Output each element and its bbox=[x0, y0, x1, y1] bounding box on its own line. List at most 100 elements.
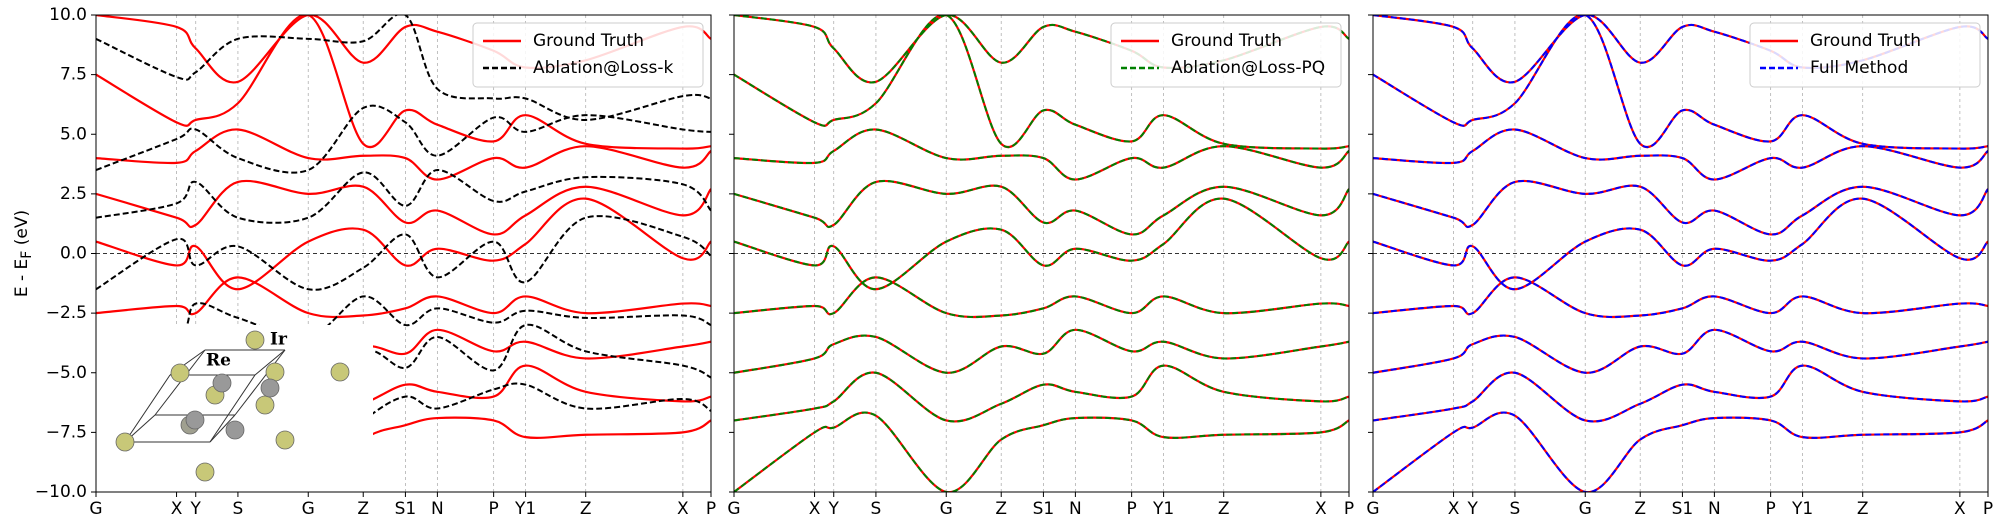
legend-label: Ablation@Loss-k bbox=[533, 58, 674, 78]
x-tick-label: S1 bbox=[395, 499, 417, 519]
x-tick-label: N bbox=[431, 499, 444, 519]
band-line bbox=[734, 411, 1349, 492]
atom bbox=[255, 395, 275, 415]
legend-label: Ablation@Loss-PQ bbox=[1171, 58, 1325, 78]
x-tick-label: G bbox=[1579, 499, 1592, 519]
x-tick-label: Y1 bbox=[1791, 499, 1813, 519]
legend-box bbox=[1110, 22, 1342, 88]
band-line bbox=[96, 295, 711, 341]
atom-label: Ir bbox=[270, 330, 288, 350]
plot-frame bbox=[733, 14, 1350, 493]
structure-inset: Re Ir bbox=[96, 325, 373, 492]
band-line bbox=[96, 197, 711, 291]
legend-label: Full Method bbox=[1810, 58, 1908, 78]
band-line bbox=[1373, 364, 1988, 423]
band-line bbox=[1373, 411, 1988, 492]
x-tick-label: Y1 bbox=[514, 499, 536, 519]
x-tick-label: X bbox=[1315, 499, 1327, 519]
cell-edge bbox=[209, 414, 236, 443]
x-tick-label: S bbox=[233, 499, 244, 519]
x-tick-label: G bbox=[1366, 499, 1379, 519]
band-line bbox=[1373, 328, 1988, 374]
band-line bbox=[734, 15, 1349, 150]
band-line bbox=[96, 15, 711, 150]
x-tick-label: X bbox=[171, 499, 183, 519]
y-tick-label: 10.0 bbox=[49, 5, 87, 25]
band-line bbox=[734, 197, 1349, 291]
y-axis-label-sub: F bbox=[19, 251, 35, 259]
y-tick-label: −10.0 bbox=[35, 482, 87, 502]
band-line bbox=[734, 411, 1349, 492]
band-line bbox=[96, 215, 711, 291]
x-tick-label: X bbox=[809, 499, 821, 519]
y-tick-label: 0.0 bbox=[60, 244, 87, 264]
x-tick-label: X bbox=[1448, 499, 1460, 519]
panel: G X Y S G Z S1 N P Y1 Z X P−10.0−7.5−5.0−2.50.02.55.… bbox=[12, 5, 716, 519]
band-line bbox=[96, 104, 711, 174]
band-line bbox=[734, 364, 1349, 423]
x-tick-label: P bbox=[1344, 499, 1354, 519]
bands bbox=[734, 15, 1349, 492]
x-tick-label: P bbox=[1127, 499, 1137, 519]
band-line bbox=[1373, 276, 1988, 319]
x-tick-label: S1 bbox=[1033, 499, 1055, 519]
x-tick-label: G bbox=[727, 499, 740, 519]
band-line bbox=[96, 128, 711, 181]
atom bbox=[195, 462, 215, 482]
band-line bbox=[1373, 15, 1988, 150]
y-tick-label: −7.5 bbox=[46, 422, 87, 442]
legend-box bbox=[472, 22, 704, 88]
band-line bbox=[96, 179, 711, 236]
atom-label: Re bbox=[206, 351, 231, 371]
cell-edge bbox=[124, 374, 171, 443]
band-line bbox=[734, 128, 1349, 181]
x-tick-label: Z bbox=[995, 499, 1007, 519]
atom bbox=[185, 410, 205, 430]
band-line bbox=[1373, 197, 1988, 291]
atom bbox=[245, 330, 265, 350]
y-tick-label: −5.0 bbox=[46, 363, 87, 383]
legend-box bbox=[1749, 22, 1981, 88]
cell-edge bbox=[209, 374, 256, 443]
atom bbox=[225, 420, 245, 440]
cell-edge bbox=[154, 349, 206, 416]
band-line bbox=[1373, 128, 1988, 181]
y-tick-label: 5.0 bbox=[60, 124, 87, 144]
cell-edge bbox=[234, 349, 286, 416]
legend: Ground Truth Ablation@Loss-k bbox=[472, 22, 704, 88]
band-line bbox=[734, 364, 1349, 423]
x-tick-label: P bbox=[489, 499, 499, 519]
x-tick-label: X bbox=[1954, 499, 1966, 519]
x-tick-label: Z bbox=[357, 499, 369, 519]
atom bbox=[170, 363, 190, 383]
x-tick-label: G bbox=[302, 499, 315, 519]
x-tick-label: G bbox=[89, 499, 102, 519]
x-tick-label: N bbox=[1708, 499, 1721, 519]
x-tick-label: Y bbox=[190, 499, 202, 519]
band-line bbox=[734, 276, 1349, 319]
band-line bbox=[1373, 411, 1988, 492]
atom bbox=[260, 378, 280, 398]
legend: Ground Truth Ablation@Loss-PQ bbox=[1110, 22, 1342, 88]
y-tick-label: 2.5 bbox=[60, 184, 87, 204]
band-line bbox=[734, 128, 1349, 181]
x-tick-label: P bbox=[706, 499, 716, 519]
inset-background bbox=[96, 325, 373, 492]
x-tick-label: P bbox=[1766, 499, 1776, 519]
x-tick-label: Z bbox=[580, 499, 592, 519]
x-tick-label: Z bbox=[1218, 499, 1230, 519]
x-tick-label: Y bbox=[1467, 499, 1479, 519]
x-tick-label: N bbox=[1069, 499, 1082, 519]
x-tick-label: X bbox=[677, 499, 689, 519]
y-tick-label: −2.5 bbox=[46, 303, 87, 323]
legend-label: Ground Truth bbox=[533, 31, 644, 51]
atom bbox=[275, 430, 295, 450]
x-tick-label: Z bbox=[1857, 499, 1869, 519]
x-tick-label: Y1 bbox=[1152, 499, 1174, 519]
legend-label: Ground Truth bbox=[1171, 31, 1282, 51]
atom bbox=[212, 373, 232, 393]
atom bbox=[115, 432, 135, 452]
